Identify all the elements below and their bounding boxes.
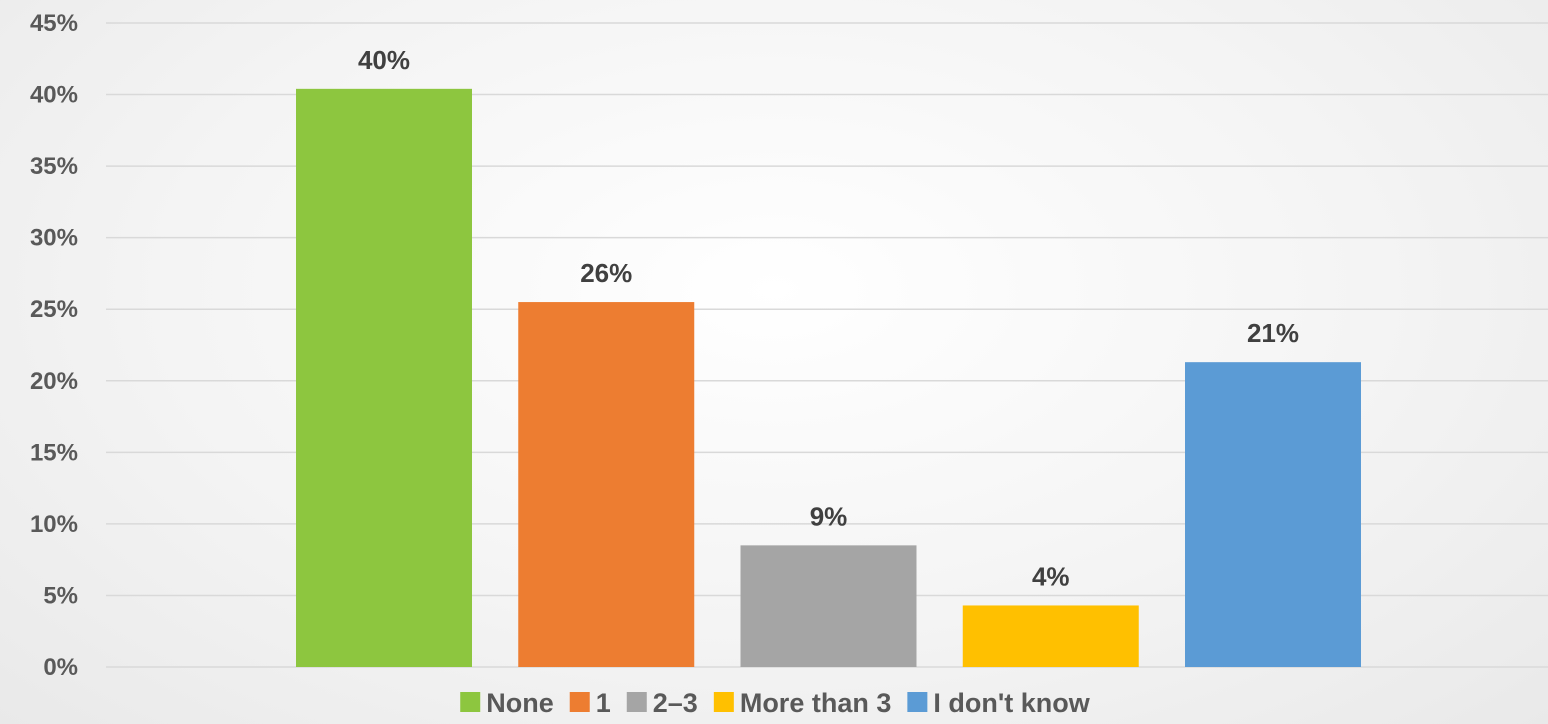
bar: [1185, 362, 1361, 667]
y-tick-label: 15%: [30, 439, 78, 466]
legend-swatch: [713, 692, 734, 712]
data-label: 40%: [358, 45, 410, 75]
y-tick-label: 20%: [30, 368, 78, 395]
legend-label: More than 3: [740, 688, 892, 718]
bars: [296, 88, 1361, 667]
legend-label: 1: [596, 688, 611, 718]
legend-label: 2–3: [653, 688, 698, 718]
y-tick-label: 30%: [30, 225, 78, 252]
bar: [296, 88, 472, 667]
y-tick-label: 45%: [30, 10, 78, 37]
data-label: 26%: [580, 258, 632, 288]
legend-label: None: [486, 688, 554, 718]
data-labels: 40% 26% 9% 4% 21%: [358, 45, 1299, 592]
legend-swatch: [626, 692, 647, 712]
y-tick-label: 10%: [30, 511, 78, 538]
legend-label: I don't know: [933, 688, 1090, 718]
y-tick-label: 40%: [30, 82, 78, 109]
y-tick-label: 35%: [30, 153, 78, 180]
data-label: 9%: [810, 501, 848, 531]
y-axis: 0% 5% 10% 15% 20% 25% 30% 35% 40% 45%: [30, 10, 78, 681]
y-tick-label: 5%: [43, 582, 78, 609]
bar: [518, 302, 695, 667]
data-label: 4%: [1032, 561, 1070, 591]
legend-swatch: [907, 692, 928, 712]
bar: [962, 605, 1139, 667]
legend-swatch: [569, 692, 590, 712]
y-tick-label: 25%: [30, 296, 78, 323]
data-label: 21%: [1247, 318, 1299, 348]
legend: None 1 2–3 More than 3 I don't know: [460, 688, 1091, 718]
legend-swatch: [460, 692, 481, 712]
bar: [740, 545, 917, 667]
y-tick-label: 0%: [43, 654, 78, 681]
